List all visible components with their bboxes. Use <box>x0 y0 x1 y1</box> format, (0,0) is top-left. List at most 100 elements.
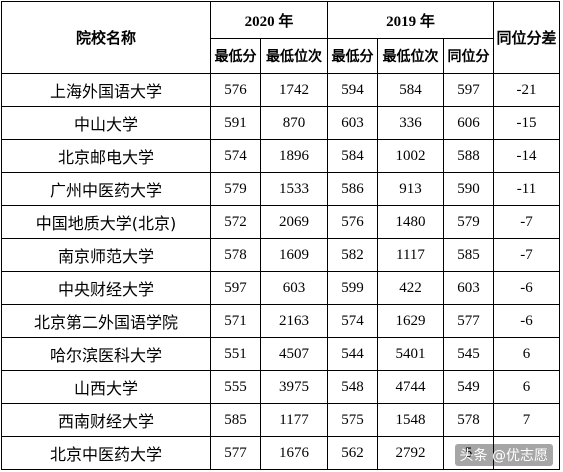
cell: 574 <box>210 139 261 173</box>
cell: 2163 <box>260 304 328 338</box>
cell: 582 <box>327 238 378 272</box>
school-name: 南京师范大学 <box>1 238 211 272</box>
cell: 1896 <box>260 139 328 173</box>
cell: 913 <box>377 172 444 206</box>
table-row: 山西大学 555 3975 548 4744 549 6 <box>1 370 560 404</box>
cell: 1480 <box>377 205 444 239</box>
cell: 594 <box>327 73 378 107</box>
table-row: 北京邮电大学 574 1896 584 1002 588 -14 <box>1 139 560 173</box>
watermark: 头条 @优志愿 <box>454 444 553 466</box>
table-row: 北京第二外国语学院 571 2163 574 1629 577 -6 <box>1 304 560 338</box>
cell: 555 <box>210 370 261 404</box>
school-name: 中山大学 <box>1 106 211 140</box>
cell: 1177 <box>260 403 328 437</box>
header-sub: 最低分 <box>327 38 378 74</box>
cell: 579 <box>210 172 261 206</box>
cell: 577 <box>443 304 494 338</box>
school-name: 广州中医药大学 <box>1 172 211 206</box>
cell: 571 <box>210 304 261 338</box>
cell: 606 <box>443 106 494 140</box>
header-year: 2019 年 <box>327 1 494 39</box>
cell: 579 <box>443 205 494 239</box>
cell: -6 <box>493 304 560 338</box>
school-name: 上海外国语大学 <box>1 73 211 107</box>
cell: 576 <box>210 73 261 107</box>
table-row: 中国地质大学(北京) 572 2069 576 1480 579 -7 <box>1 205 560 239</box>
cell: 585 <box>443 238 494 272</box>
cell: 597 <box>443 73 494 107</box>
cell: 548 <box>327 370 378 404</box>
header-sub: 最低分 <box>210 38 261 74</box>
table-row: 北京中医药大学 577 1676 562 2792 5 <box>1 436 560 470</box>
cell: 336 <box>377 106 444 140</box>
cell: -21 <box>493 73 560 107</box>
cell: 6 <box>493 370 560 404</box>
cell: 545 <box>443 337 494 371</box>
cell: 576 <box>327 205 378 239</box>
cell: 4507 <box>260 337 328 371</box>
cell: 603 <box>443 271 494 305</box>
cell: 3975 <box>260 370 328 404</box>
cell: 584 <box>327 139 378 173</box>
school-name: 西南财经大学 <box>1 403 211 437</box>
cell: 1742 <box>260 73 328 107</box>
school-name: 哈尔滨医科大学 <box>1 337 211 371</box>
cell: 597 <box>210 271 261 305</box>
cell: 2069 <box>260 205 328 239</box>
cell: 422 <box>377 271 444 305</box>
table-row: 西南财经大学 585 1177 575 1548 578 7 <box>1 403 560 437</box>
cell: 575 <box>327 403 378 437</box>
cell: 603 <box>260 271 328 305</box>
cell: -15 <box>493 106 560 140</box>
table-row: 中山大学 591 870 603 336 606 -15 <box>1 106 560 140</box>
school-name: 中央财经大学 <box>1 271 211 305</box>
cell: 1676 <box>260 436 328 470</box>
cell: 7 <box>493 403 560 437</box>
school-name: 北京第二外国语学院 <box>1 304 211 338</box>
cell: 870 <box>260 106 328 140</box>
cell: 6 <box>493 337 560 371</box>
cell: 599 <box>327 271 378 305</box>
cell: 574 <box>327 304 378 338</box>
cell: -7 <box>493 238 560 272</box>
cell: 1629 <box>377 304 444 338</box>
table-row: 南京师范大学 578 1609 582 1117 585 -7 <box>1 238 560 272</box>
cell: 591 <box>210 106 261 140</box>
cell: -14 <box>493 139 560 173</box>
cell: 1117 <box>377 238 444 272</box>
table-body: 上海外国语大学 576 1742 594 584 597 -21 中山大学 591 870 603 3… <box>1 73 560 470</box>
table-row: 上海外国语大学 576 1742 594 584 597 -21 <box>1 73 560 107</box>
school-name: 北京邮电大学 <box>1 139 211 173</box>
cell: 562 <box>327 436 378 470</box>
table-row: 广州中医药大学 579 1533 586 913 590 -11 <box>1 172 560 206</box>
cell: 549 <box>443 370 494 404</box>
header-sub: 最低位次 <box>377 38 444 74</box>
header-year: 2020 年 <box>210 1 328 39</box>
header-diff: 同位分差 <box>493 1 560 74</box>
school-name: 山西大学 <box>1 370 211 404</box>
cell: 1533 <box>260 172 328 206</box>
cell: 1002 <box>377 139 444 173</box>
cell <box>493 436 560 470</box>
cell: 578 <box>210 238 261 272</box>
cell: 544 <box>327 337 378 371</box>
school-name: 北京中医药大学 <box>1 436 211 470</box>
cell: -6 <box>493 271 560 305</box>
cell: -7 <box>493 205 560 239</box>
cell: 551 <box>210 337 261 371</box>
cell: 577 <box>210 436 261 470</box>
cell: 590 <box>443 172 494 206</box>
cell: 1548 <box>377 403 444 437</box>
header-sub: 同位分 <box>443 38 494 74</box>
table-row: 哈尔滨医科大学 551 4507 544 5401 545 6 <box>1 337 560 371</box>
cell: 5401 <box>377 337 444 371</box>
cell: 2792 <box>377 436 444 470</box>
cell: 4744 <box>377 370 444 404</box>
cell: -11 <box>493 172 560 206</box>
table-row: 中央财经大学 597 603 599 422 603 -6 <box>1 271 560 305</box>
header-name: 院校名称 <box>1 1 211 74</box>
header-sub: 最低位次 <box>260 38 328 74</box>
cell: 578 <box>443 403 494 437</box>
cell: 1609 <box>260 238 328 272</box>
